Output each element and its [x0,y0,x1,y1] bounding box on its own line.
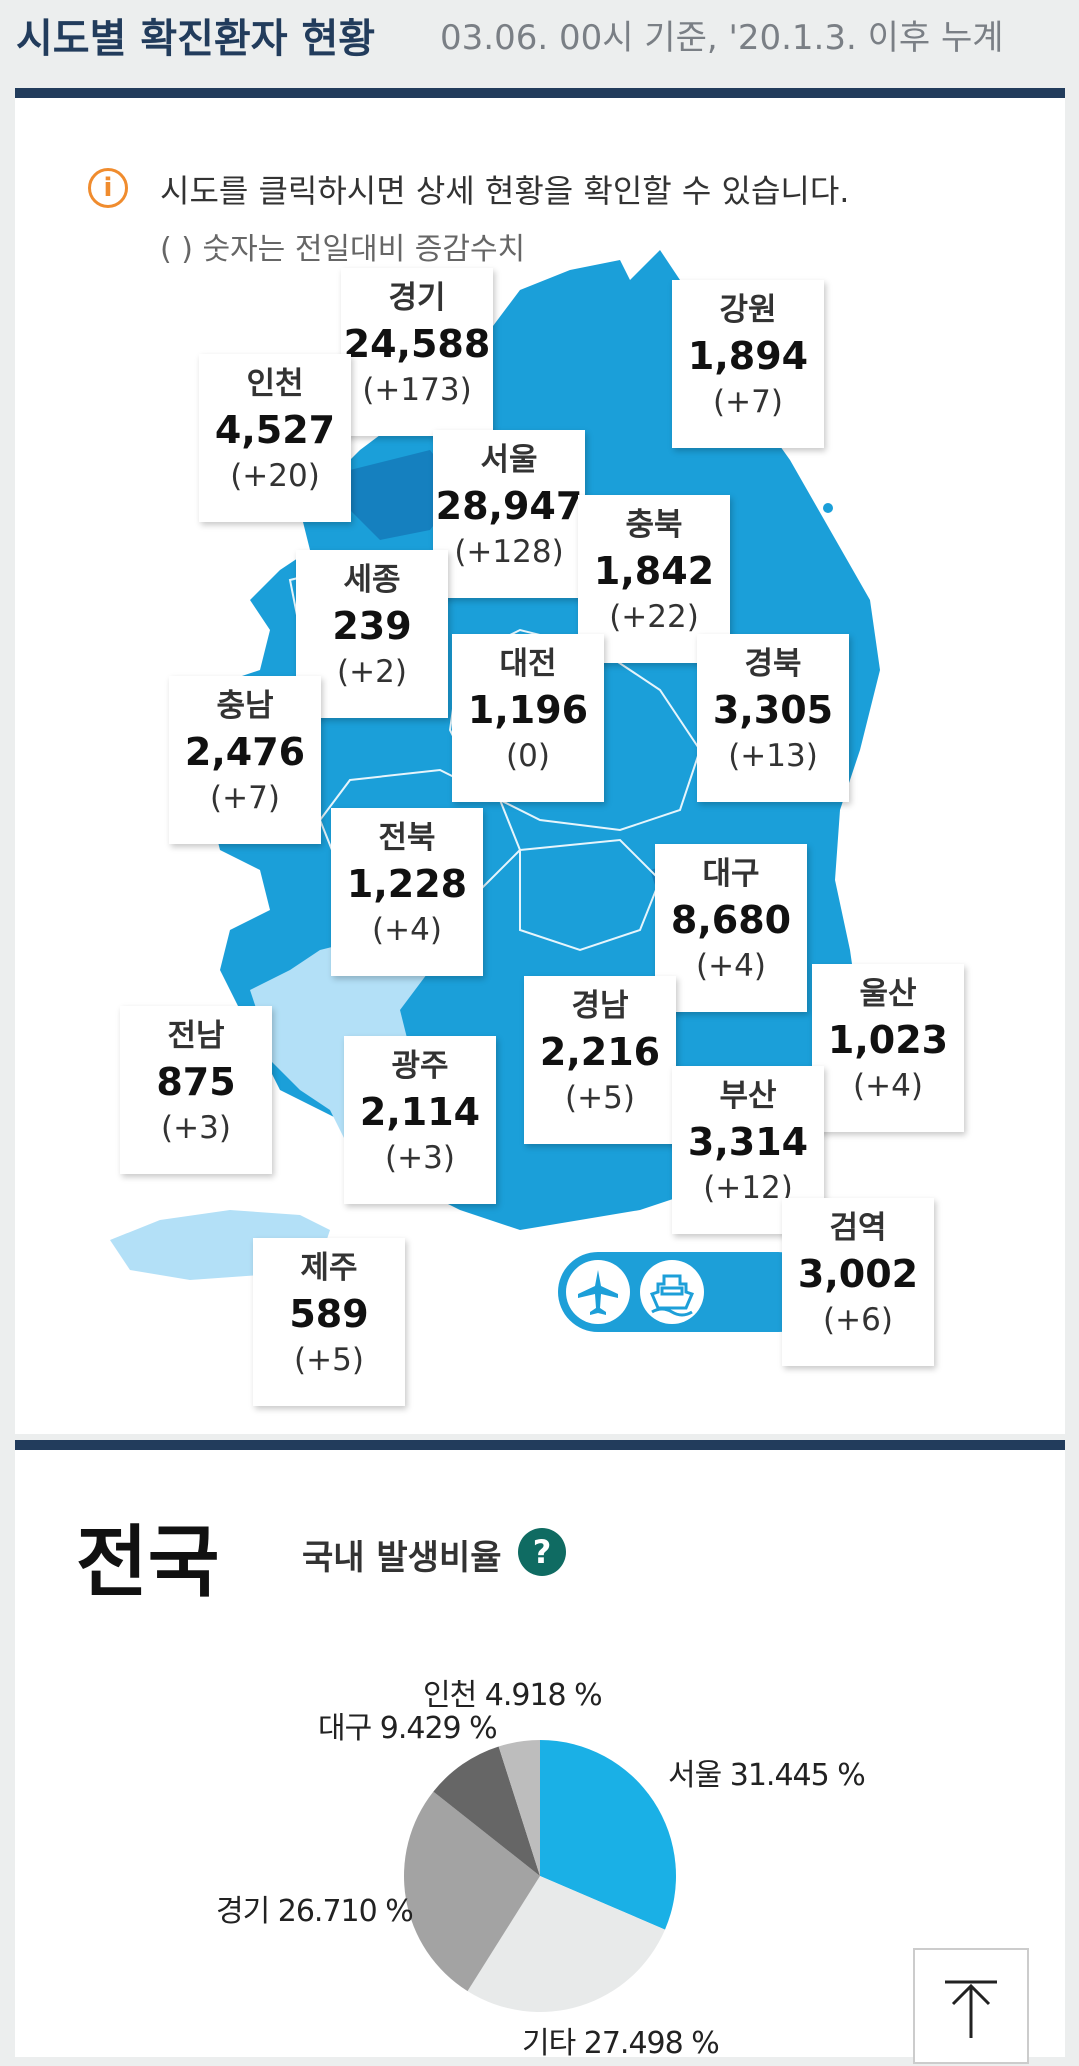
national-title: 전국 [76,1518,220,1608]
page-subtitle: 03.06. 00시 기준, '20.1.3. 이후 누계 [440,18,1004,58]
region-box-daegu[interactable]: 대구 8,680 (+4) [655,844,807,1012]
pie-label-seoul: 서울 31.445 % [668,1758,866,1793]
region-box-gyeongbuk[interactable]: 경북 3,305 (+13) [697,634,849,802]
quarantine-pill [558,1252,818,1332]
section-divider [15,1440,1065,1450]
help-icon[interactable]: ? [518,1528,566,1576]
arrow-up-icon [945,1980,997,2038]
pie-label-etc: 기타 27.498 % [522,2026,720,2061]
region-box-jeju[interactable]: 제주 589 (+5) [253,1238,405,1406]
region-box-chungnam[interactable]: 충남 2,476 (+7) [169,676,321,844]
region-box-gangwon[interactable]: 강원 1,894 (+7) [672,280,824,448]
notice-subtext: ( ) 숫자는 전일대비 증감수치 [160,232,526,267]
region-box-jeonbuk[interactable]: 전북 1,228 (+4) [331,808,483,976]
notice-text: 시도를 클릭하시면 상세 현황을 확인할 수 있습니다. [160,172,850,210]
region-box-incheon[interactable]: 인천 4,527 (+20) [199,354,351,522]
region-box-sejong[interactable]: 세종 239 (+2) [296,550,448,718]
pie-label-daegu: 대구 9.429 % [318,1711,498,1746]
header-divider [15,88,1065,98]
region-box-ulsan[interactable]: 울산 1,023 (+4) [812,964,964,1132]
region-box-jeonnam[interactable]: 전남 875 (+3) [120,1006,272,1174]
region-box-gyeongnam[interactable]: 경남 2,216 (+5) [524,976,676,1144]
scroll-top-button[interactable] [913,1948,1029,2064]
region-box-quarantine[interactable]: 검역 3,002 (+6) [782,1198,934,1366]
info-icon: i [88,168,128,208]
region-box-gwangju[interactable]: 광주 2,114 (+3) [344,1036,496,1204]
page-title: 시도별 확진환자 현황 [16,16,376,62]
airplane-icon [566,1260,630,1324]
ship-icon [640,1260,704,1324]
region-box-seoul[interactable]: 서울 28,947 (+128) [433,430,585,598]
region-box-daejeon[interactable]: 대전 1,196 (0) [452,634,604,802]
pie-label-gyeonggi: 경기 26.710 % [216,1894,414,1929]
ratio-label: 국내 발생비율 [302,1538,502,1578]
page-header: 시도별 확진환자 현황 03.06. 00시 기준, '20.1.3. 이후 누… [0,0,1079,88]
pie-label-incheon: 인천 4.918 % [423,1678,603,1713]
region-box-gyeonggi[interactable]: 경기 24,588 (+173) [341,268,493,436]
